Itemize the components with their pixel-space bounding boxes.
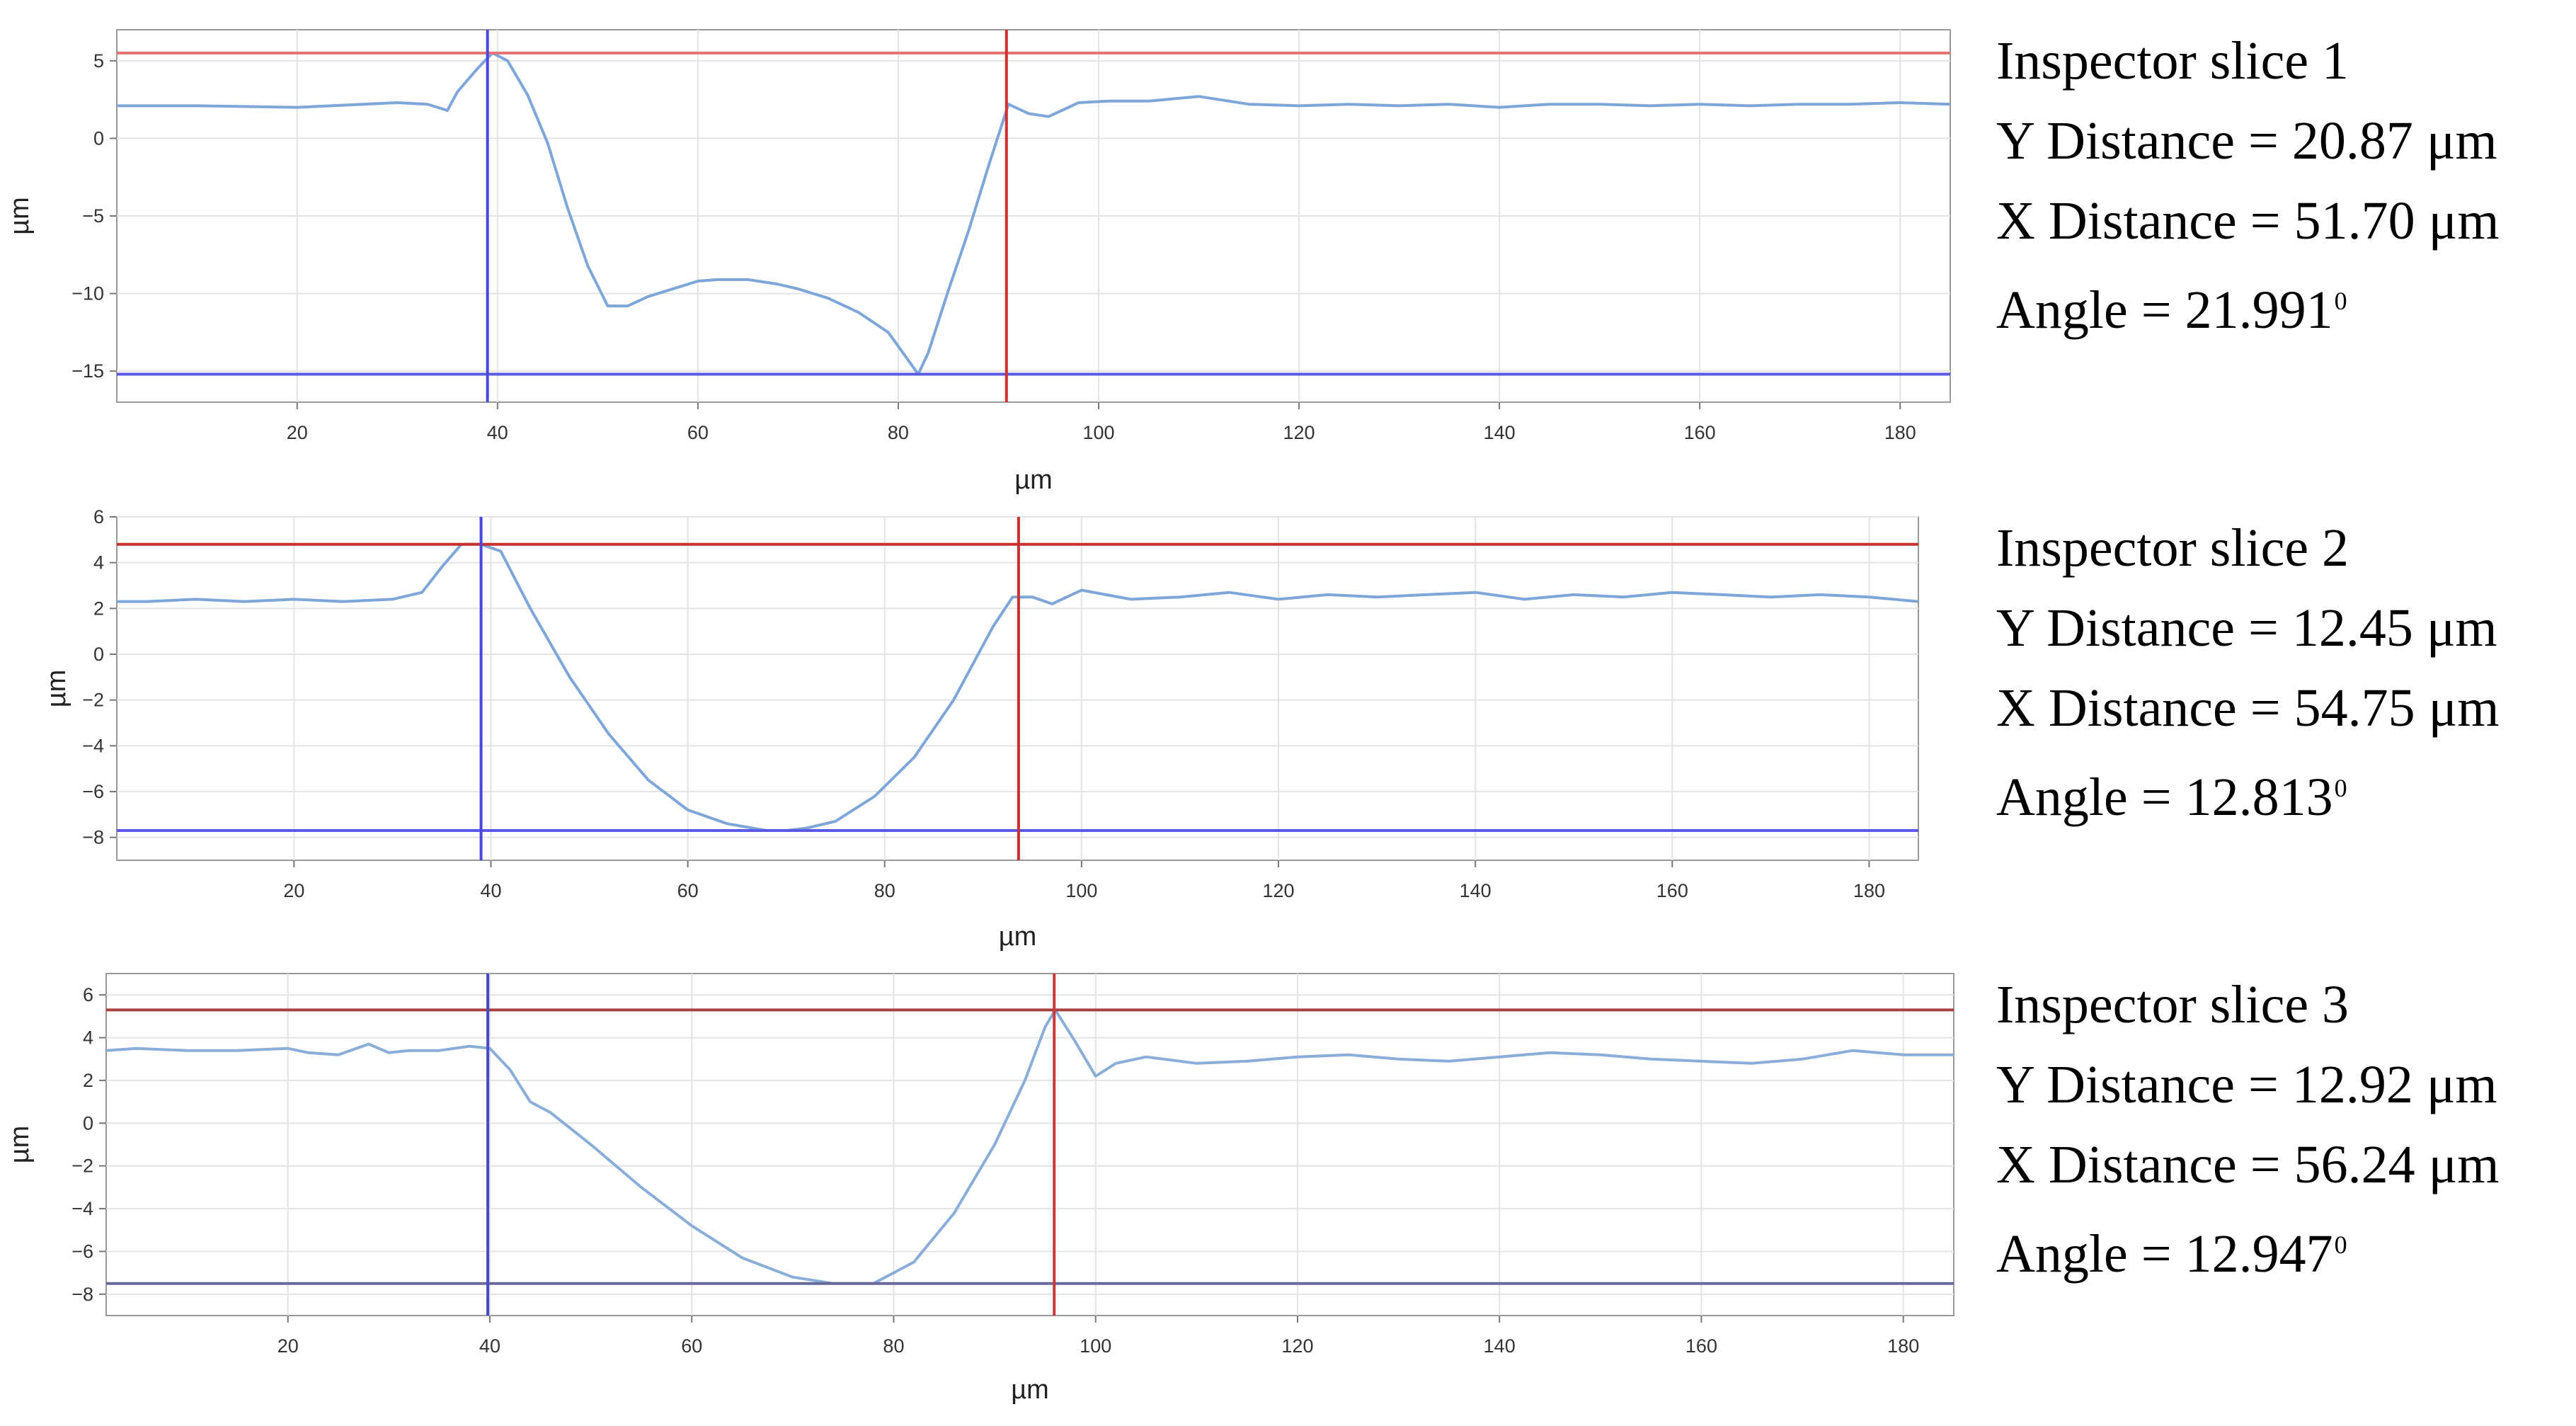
profile-line [105, 1008, 1954, 1285]
angle-value: Angle = 21.991 [1996, 280, 2333, 340]
angle-unit: 0 [2334, 287, 2347, 315]
angle-value: Angle = 12.813 [1996, 768, 2333, 827]
y-tick-label: −10 [71, 283, 104, 304]
x-tick-label: 180 [1884, 422, 1916, 443]
x-axis-label: µm [1011, 1375, 1049, 1405]
y-tick-label: 4 [83, 1027, 93, 1049]
y-tick-label: 2 [83, 1070, 93, 1091]
y-axis-label: µm [5, 197, 35, 235]
chart-1: 5 0 −5 −10 −15 20 40 60 80 100 120 140 160 180 µm µm [5, 29, 1951, 495]
y-tick-label: 0 [93, 644, 104, 665]
x-tick-label: 80 [874, 880, 895, 901]
x-tick-label: 160 [1656, 880, 1688, 901]
y-tick-label: 0 [83, 1112, 93, 1134]
y-tick-label: −6 [82, 781, 104, 802]
y-tick-label: −6 [71, 1240, 93, 1262]
x-tick-label: 120 [1283, 422, 1315, 443]
x-tick-label: 40 [479, 1335, 500, 1357]
x-tick-label: 80 [888, 422, 909, 443]
y-distance: Y Distance = 12.92 μm [1996, 1055, 2497, 1114]
y-tick-label: 2 [93, 598, 104, 619]
x-tick-label: 40 [487, 422, 508, 443]
angle-unit: 0 [2334, 1231, 2347, 1259]
x-axis-label: µm [999, 922, 1037, 952]
y-distance: Y Distance = 12.45 μm [1996, 598, 2497, 658]
x-tick-label: 120 [1281, 1335, 1313, 1357]
x-distance: X Distance = 56.24 μm [1996, 1135, 2500, 1194]
angle-row: Angle = 12.8130 [1996, 748, 2500, 838]
x-tick-label: 20 [283, 880, 304, 901]
angle-row: Angle = 21.9910 [1996, 261, 2500, 350]
x-tick-label: 20 [287, 422, 308, 443]
x-tick-label: 60 [681, 1335, 702, 1357]
x-tick-label: 120 [1263, 880, 1295, 901]
angle-unit: 0 [2334, 774, 2347, 802]
y-axis-label: µm [5, 1126, 35, 1164]
x-tick-label: 140 [1484, 1335, 1516, 1357]
x-tick-label: 60 [677, 880, 699, 901]
x-distance: X Distance = 54.75 μm [1996, 678, 2500, 738]
x-tick-label: 160 [1684, 422, 1716, 443]
y-tick-label: −2 [71, 1156, 93, 1177]
x-tick-label: 80 [883, 1335, 904, 1357]
inspector-title: Inspector slice 2 [1996, 518, 2349, 578]
x-axis-label: µm [1014, 465, 1053, 495]
x-tick-label: 140 [1460, 880, 1492, 901]
x-distance: X Distance = 51.70 μm [1996, 191, 2500, 251]
x-tick-label: 160 [1685, 1335, 1717, 1357]
y-tick-label: −15 [71, 360, 104, 382]
inspector-panel-2: Inspector slice 2 Y Distance = 12.45 μm … [1996, 508, 2500, 838]
x-tick-label: 20 [277, 1335, 299, 1357]
x-tick-label: 100 [1065, 880, 1097, 901]
x-tick-label: 100 [1082, 422, 1114, 443]
y-axis-label: µm [42, 670, 71, 708]
y-tick-label: −4 [82, 735, 104, 756]
y-distance: Y Distance = 20.87 μm [1996, 111, 2497, 171]
inspector-panel-1: Inspector slice 1 Y Distance = 20.87 μm … [1996, 21, 2500, 350]
y-tick-label: −5 [82, 205, 104, 227]
y-tick-label: −2 [82, 690, 104, 711]
x-tick-label: 40 [480, 880, 501, 901]
x-tick-label: 140 [1484, 422, 1516, 443]
y-tick-label: 6 [83, 984, 93, 1005]
y-tick-label: 4 [93, 552, 104, 574]
inspector-panel-3: Inspector slice 3 Y Distance = 12.92 μm … [1996, 965, 2500, 1294]
y-tick-label: 5 [93, 50, 104, 72]
y-tick-label: −8 [71, 1284, 93, 1305]
x-tick-label: 180 [1887, 1335, 1919, 1357]
inspector-title: Inspector slice 3 [1996, 975, 2349, 1034]
y-tick-label: −8 [82, 827, 104, 848]
x-tick-label: 60 [687, 422, 709, 443]
plot-frame [105, 973, 1954, 1316]
angle-row: Angle = 12.9470 [1996, 1205, 2500, 1294]
inspector-title: Inspector slice 1 [1996, 31, 2349, 91]
x-tick-label: 100 [1080, 1335, 1111, 1357]
y-tick-label: −4 [71, 1198, 93, 1219]
angle-value: Angle = 12.947 [1996, 1224, 2333, 1284]
x-tick-label: 180 [1853, 880, 1885, 901]
y-tick-label: 0 [93, 127, 104, 149]
profile-line [117, 542, 1919, 832]
y-tick-label: 6 [93, 506, 104, 527]
